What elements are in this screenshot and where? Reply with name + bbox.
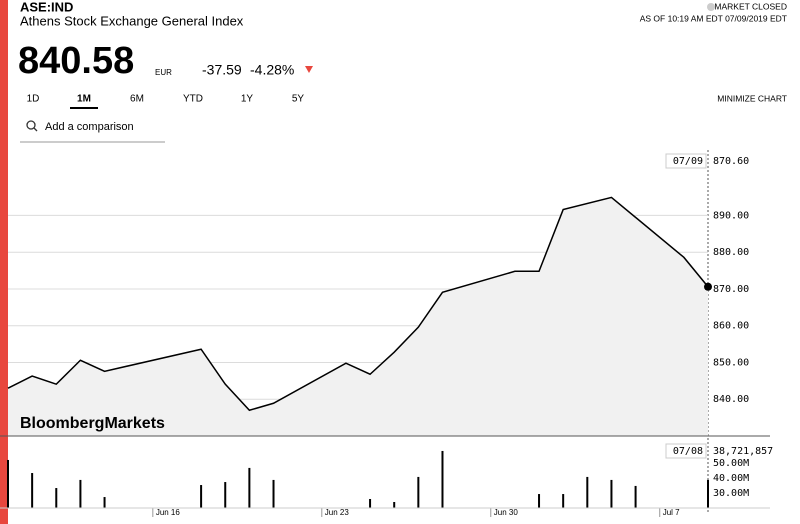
y-tick-label: 860.00 <box>713 321 749 332</box>
minimize-chart[interactable]: MINIMIZE CHART <box>717 93 787 103</box>
last-date-box <box>665 153 707 169</box>
volume-bar <box>562 494 565 508</box>
volume-bar <box>248 467 251 508</box>
volume-bar <box>538 494 541 508</box>
volume-bar <box>79 479 82 508</box>
volume-bar <box>417 476 420 508</box>
market-status: MARKET CLOSED <box>714 1 787 11</box>
price-line <box>7 196 709 412</box>
tab[interactable]: 1M <box>77 94 91 105</box>
tab[interactable]: 1Y <box>241 94 254 105</box>
last-point <box>704 282 712 291</box>
y-tick-label: 890.00 <box>713 210 749 221</box>
tab[interactable]: 5Y <box>292 94 305 105</box>
last-value: 38,721,857 <box>713 446 773 457</box>
y-tick-label: 870.00 <box>713 284 749 295</box>
volume-bar <box>7 459 9 508</box>
x-tick-label: Jul 7 <box>663 508 680 517</box>
tab[interactable]: 6M <box>130 94 144 105</box>
search-icon <box>33 127 38 132</box>
tab[interactable]: 1D <box>27 94 40 105</box>
volume-bar <box>441 450 444 508</box>
index-name: Athens Stock Exchange General Index <box>20 13 244 28</box>
volume-bar <box>610 479 613 508</box>
x-tick-label: Jun 30 <box>494 508 519 517</box>
change-pct: -4.28% <box>250 62 294 78</box>
y-tick-label: 50.00M <box>713 458 749 469</box>
y-tick-label: 840.00 <box>713 394 749 405</box>
last-date-box <box>665 443 707 459</box>
accent-bar <box>0 0 8 524</box>
volume-bar <box>103 497 106 508</box>
volume-bar <box>31 473 34 508</box>
tabs: 1D 1M 6M YTD 1Y 5Y <box>27 94 305 109</box>
ticker: ASE:IND <box>20 0 73 14</box>
down-arrow <box>305 66 313 73</box>
status-dot <box>707 3 715 11</box>
tab[interactable]: YTD <box>183 94 203 105</box>
volume-bar <box>224 482 227 508</box>
last-date: 07/09 <box>673 156 703 167</box>
charts: 840.00 850.00 860.00 870.00 880.00 890.00 Jun … <box>0 153 773 517</box>
y-tick-label: 850.00 <box>713 357 749 368</box>
volume-bar <box>369 498 372 508</box>
x-tick-label: Jun 23 <box>325 508 350 517</box>
y-tick-label: 30.00M <box>713 488 749 499</box>
volume-bar <box>200 485 203 508</box>
price: 840.58 <box>18 40 134 82</box>
y-tick-label: 40.00M <box>713 473 749 484</box>
volume-bar <box>707 479 709 508</box>
change: -37.59 <box>202 62 242 78</box>
x-tick-label: Jun 16 <box>156 508 181 517</box>
last-value: 870.60 <box>713 156 749 167</box>
volume-bar <box>55 488 58 508</box>
volume-bar <box>586 476 589 508</box>
as-of: AS OF 10:19 AM EDT 07/09/2019 EDT <box>640 13 787 23</box>
last-date: 07/08 <box>673 446 703 457</box>
search-input[interactable]: Add a comparison <box>45 121 134 133</box>
currency: EUR <box>155 68 172 77</box>
price-area <box>8 197 708 436</box>
volume-bar <box>272 479 275 508</box>
watermark: BloombergMarkets <box>20 415 165 432</box>
volume-bar <box>393 501 396 508</box>
y-tick-label: 880.00 <box>713 247 749 258</box>
volume-bar <box>634 485 637 508</box>
search-icon <box>26 120 36 130</box>
